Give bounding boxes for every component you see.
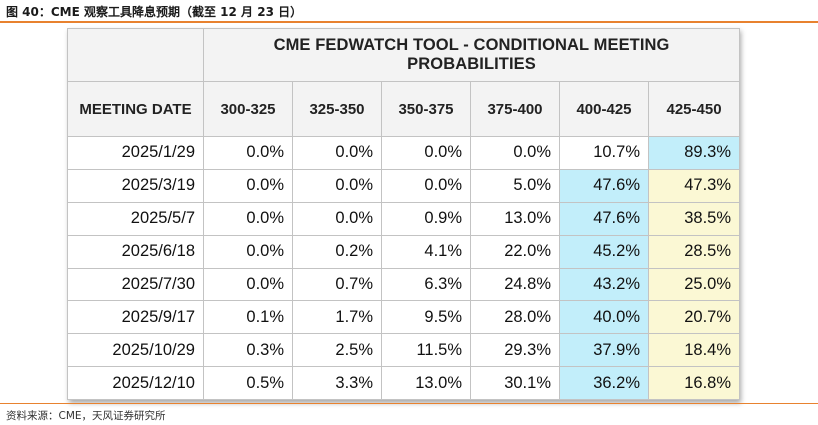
probability-cell: 29.3%	[470, 333, 560, 368]
probability-cell: 0.0%	[381, 168, 471, 203]
table-super-header: CME FEDWATCH TOOL - CONDITIONAL MEETING …	[202, 28, 741, 82]
column-header: 300-325	[203, 81, 293, 137]
meeting-date-cell: 2025/3/19	[67, 168, 204, 203]
probability-cell: 40.0%	[559, 300, 649, 335]
figure-title: 图 40：CME 观察工具降息预期（截至 12 月 23 日）	[6, 5, 303, 19]
probability-cell: 0.0%	[203, 234, 293, 269]
probability-cell: 36.2%	[559, 366, 649, 400]
table-row: 2025/5/7 0.0% 0.0% 0.9% 13.0% 47.6% 38.5%	[67, 201, 741, 236]
column-header: 400-425	[559, 81, 649, 137]
column-header: 325-350	[292, 81, 382, 137]
probability-cell: 0.0%	[203, 168, 293, 203]
table-row: 2025/12/10 0.5% 3.3% 13.0% 30.1% 36.2% 16.8%	[67, 366, 741, 400]
table-body: 2025/1/29 0.0% 0.0% 0.0% 0.0% 10.7% 89.3% 2025/…	[67, 136, 741, 400]
probability-cell: 0.9%	[381, 201, 471, 236]
probability-cell: 0.0%	[203, 201, 293, 236]
probability-cell: 11.5%	[381, 333, 471, 368]
probability-cell: 0.1%	[203, 300, 293, 335]
probability-cell: 22.0%	[470, 234, 560, 269]
probability-cell: 37.9%	[559, 333, 649, 368]
probability-cell: 0.0%	[292, 136, 382, 170]
probability-cell: 47.6%	[559, 201, 649, 236]
probability-cell: 6.3%	[381, 267, 471, 302]
table-row: 2025/1/29 0.0% 0.0% 0.0% 0.0% 10.7% 89.3%	[67, 136, 741, 170]
probability-cell: 38.5%	[647, 201, 741, 236]
probability-cell: 0.5%	[203, 366, 293, 400]
probability-cell: 0.0%	[203, 136, 293, 170]
probability-cell: 13.0%	[470, 201, 560, 236]
probability-cell: 9.5%	[381, 300, 471, 335]
probability-cell: 45.2%	[559, 234, 649, 269]
table-row: 2025/10/29 0.3% 2.5% 11.5% 29.3% 37.9% 18.4%	[67, 333, 741, 368]
probability-cell: 16.8%	[647, 366, 741, 400]
meeting-date-cell: 2025/6/18	[67, 234, 204, 269]
probability-cell: 5.0%	[470, 168, 560, 203]
probability-cell: 1.7%	[292, 300, 382, 335]
source-note: 资料来源：CME，天风证券研究所	[6, 410, 166, 422]
probability-cell: 13.0%	[381, 366, 471, 400]
top-divider	[0, 21, 818, 23]
probability-table-container: CME FEDWATCH TOOL - CONDITIONAL MEETING …	[67, 28, 741, 400]
probability-cell: 18.4%	[647, 333, 741, 368]
meeting-date-cell: 2025/1/29	[67, 136, 204, 170]
table-row: 2025/6/18 0.0% 0.2% 4.1% 22.0% 45.2% 28.5%	[67, 234, 741, 269]
probability-cell: 30.1%	[470, 366, 560, 400]
probability-cell: 10.7%	[559, 136, 649, 170]
probability-cell: 28.5%	[647, 234, 741, 269]
probability-cell: 47.3%	[647, 168, 741, 203]
meeting-date-cell: 2025/7/30	[67, 267, 204, 302]
probability-cell: 28.0%	[470, 300, 560, 335]
probability-cell: 4.1%	[381, 234, 471, 269]
corner-cell	[67, 28, 204, 82]
table-row: 2025/3/19 0.0% 0.0% 0.0% 5.0% 47.6% 47.3%	[67, 168, 741, 203]
probability-cell: 47.6%	[559, 168, 649, 203]
probability-cell: 20.7%	[647, 300, 741, 335]
table-row: 2025/7/30 0.0% 0.7% 6.3% 24.8% 43.2% 25.0%	[67, 267, 741, 302]
probability-cell: 89.3%	[647, 136, 741, 170]
column-header: 425-450	[647, 81, 741, 137]
column-header: 350-375	[381, 81, 471, 137]
probability-cell: 0.3%	[203, 333, 293, 368]
probability-cell: 0.0%	[292, 168, 382, 203]
bottom-divider	[0, 403, 818, 404]
probability-table: CME FEDWATCH TOOL - CONDITIONAL MEETING …	[67, 28, 741, 400]
probability-cell: 0.7%	[292, 267, 382, 302]
probability-cell: 43.2%	[559, 267, 649, 302]
meeting-date-cell: 2025/5/7	[67, 201, 204, 236]
probability-cell: 0.0%	[203, 267, 293, 302]
meeting-date-cell: 2025/12/10	[67, 366, 204, 400]
probability-cell: 3.3%	[292, 366, 382, 400]
meeting-date-cell: 2025/9/17	[67, 300, 204, 335]
super-header-row: CME FEDWATCH TOOL - CONDITIONAL MEETING …	[67, 28, 741, 82]
probability-cell: 0.0%	[470, 136, 560, 170]
probability-cell: 0.0%	[381, 136, 471, 170]
probability-cell: 25.0%	[647, 267, 741, 302]
table-row: 2025/9/17 0.1% 1.7% 9.5% 28.0% 40.0% 20.7%	[67, 300, 741, 335]
probability-cell: 24.8%	[470, 267, 560, 302]
probability-cell: 0.0%	[292, 201, 382, 236]
probability-cell: 2.5%	[292, 333, 382, 368]
column-header-row: MEETING DATE 300-325 325-350 350-375 375-40…	[67, 81, 741, 137]
meeting-date-header: MEETING DATE	[67, 81, 204, 137]
meeting-date-cell: 2025/10/29	[67, 333, 204, 368]
probability-cell: 0.2%	[292, 234, 382, 269]
column-header: 375-400	[470, 81, 560, 137]
